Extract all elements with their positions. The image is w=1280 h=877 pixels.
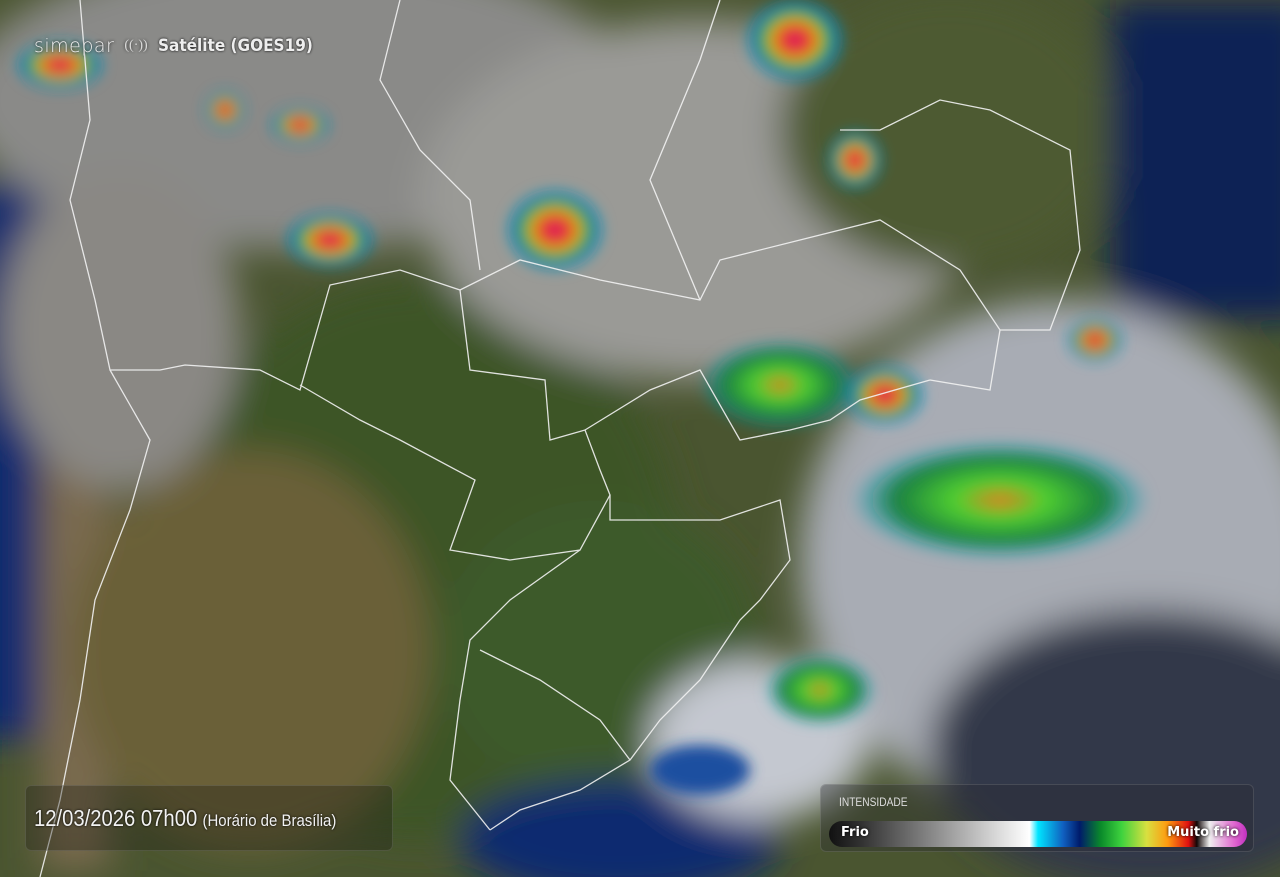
simepar-logo: simepar [34, 35, 115, 57]
map-title: Satélite (GOES19) [157, 36, 313, 56]
datetime: 12/03/2026 07h00 (Horário de Brasília) [34, 805, 336, 832]
datetime-value: 12/03/2026 07h00 [34, 804, 198, 831]
color-scale-bar: Frio Muito frio [829, 821, 1247, 847]
timestamp-panel: 12/03/2026 07h00 (Horário de Brasília) [25, 785, 393, 851]
legend-title: INTENSIDADE [839, 795, 908, 809]
timezone: (Horário de Brasília) [202, 810, 337, 830]
intensity-legend: INTENSIDADE Frio Muito frio [820, 784, 1254, 852]
legend-max-label: Muito frio [1167, 825, 1239, 840]
signal-waves-icon: ((·)) [124, 38, 148, 53]
header: simepar ((·)) Satélite (GOES19) [34, 35, 330, 57]
legend-min-label: Frio [841, 825, 869, 840]
